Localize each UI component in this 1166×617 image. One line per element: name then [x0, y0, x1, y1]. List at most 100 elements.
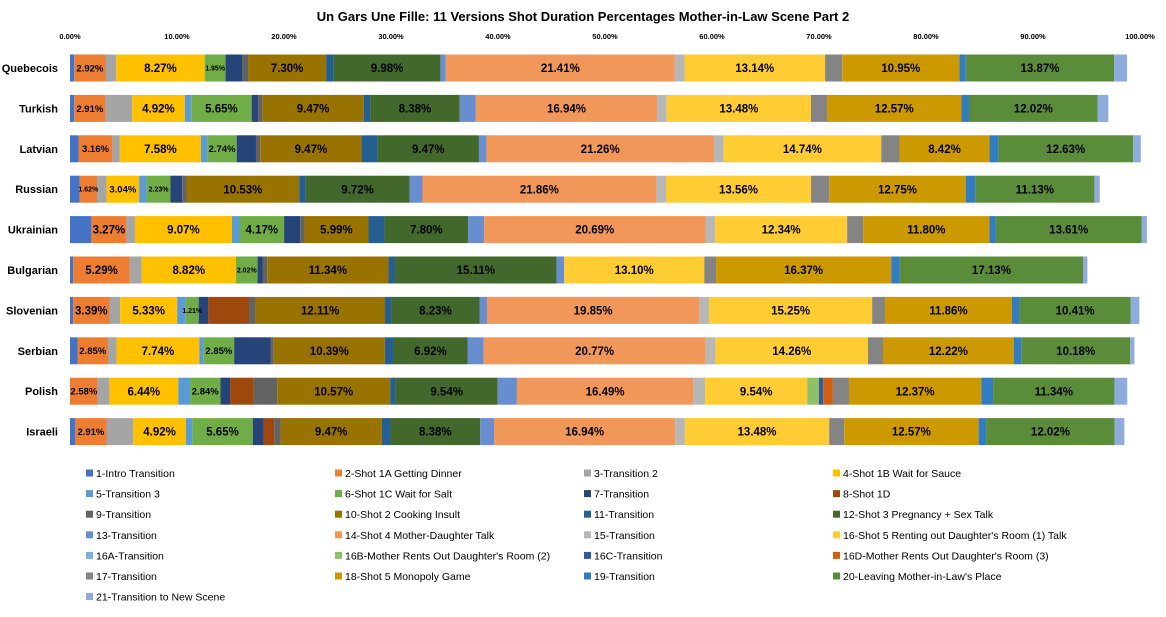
bar-segment — [998, 135, 1134, 163]
bar-segment — [126, 216, 135, 244]
data-label: 12.75% — [878, 184, 917, 196]
data-label: 4.92% — [143, 427, 176, 439]
bar-segment — [255, 135, 261, 163]
bar-segment — [112, 135, 120, 163]
data-label: 10.57% — [314, 386, 353, 398]
bar-segment — [274, 418, 281, 446]
data-label: 20.69% — [575, 225, 614, 237]
data-label: 2.02% — [237, 268, 258, 275]
bar-segment — [370, 94, 460, 122]
bar-segment — [807, 377, 819, 405]
data-label: 9.98% — [371, 63, 404, 75]
bar-segment — [184, 94, 192, 122]
data-label: 9.72% — [341, 184, 374, 196]
bar-segment — [70, 135, 79, 163]
legend-swatch — [86, 551, 93, 559]
legend-item: 16-Shot 5 Renting out Daughter's Room (1… — [833, 530, 1067, 542]
bar-segment — [1114, 418, 1125, 446]
bar-segment — [235, 256, 258, 284]
bar-segment — [185, 418, 193, 446]
bar-segment — [70, 337, 78, 365]
bar-segment — [832, 377, 849, 405]
bar-segment — [333, 54, 441, 82]
bar-segment — [200, 135, 208, 163]
data-label: 14.74% — [783, 144, 822, 156]
bar-segment — [827, 94, 962, 122]
bar-segment — [705, 216, 716, 244]
bar-segment — [422, 175, 657, 203]
bar-segment — [326, 54, 334, 82]
bar-segment — [74, 54, 106, 82]
x-tick-label: 70.00% — [806, 32, 832, 41]
data-label: 13.48% — [738, 427, 777, 439]
legend-swatch — [833, 531, 840, 539]
y-tick-label: Russian — [15, 184, 58, 196]
bar-segment — [300, 216, 305, 244]
legend-label: 8-Shot 1D — [843, 489, 891, 501]
bar-segment — [177, 296, 186, 324]
bar-segment — [199, 337, 204, 365]
bar-segment — [252, 418, 264, 446]
x-tick-label: 10.00% — [164, 32, 190, 41]
data-label: 16.49% — [586, 386, 625, 398]
data-label: 11.13% — [1016, 184, 1054, 196]
data-label: 2.23% — [149, 187, 170, 194]
bar-segment — [234, 337, 271, 365]
bar-segment — [684, 54, 826, 82]
data-label: 10.95% — [881, 63, 920, 75]
legend-item: 1-Intro Transition — [86, 468, 175, 480]
legend-item: 18-Shot 5 Monopoly Game — [335, 571, 471, 583]
bar-segment — [388, 256, 395, 284]
legend-swatch — [335, 551, 342, 559]
data-label: 10.18% — [1056, 346, 1095, 358]
bar-segment — [239, 216, 285, 244]
data-label: 12.22% — [929, 346, 968, 358]
data-label: 4.17% — [245, 225, 278, 237]
legend-swatch — [584, 510, 591, 518]
bar-segment — [516, 377, 694, 405]
bar-segment — [182, 175, 187, 203]
bar-segment — [305, 175, 410, 203]
bar-segment — [381, 418, 391, 446]
bar-segment — [385, 296, 392, 324]
bar-segment — [825, 54, 843, 82]
bar-segment — [178, 377, 191, 405]
bar-segment — [132, 94, 185, 122]
data-label: 7.58% — [144, 144, 177, 156]
bar-row-turkish: 2.91% 4.92% 5.65% 9.47% 8.38% 16.94% 13.48% 12.… — [70, 94, 1109, 122]
data-label: 2.91% — [76, 104, 103, 115]
legend: 1-Intro Transition 2-Shot 1A Getting Dinn… — [86, 468, 1067, 604]
data-label: 13.10% — [615, 265, 654, 277]
bar-segment — [1141, 216, 1147, 244]
legend-item: 16C-Transition — [584, 550, 663, 562]
legend-item: 14-Shot 4 Mother-Daughter Talk — [335, 530, 495, 542]
data-label: 7.80% — [410, 225, 443, 237]
data-label: 5.99% — [320, 225, 353, 237]
bar-segment — [91, 216, 127, 244]
data-label: 13.56% — [719, 184, 758, 196]
legend-swatch — [833, 572, 840, 580]
data-label: 8.82% — [172, 265, 205, 277]
bar-segment — [693, 377, 706, 405]
data-label: 6.92% — [414, 346, 447, 358]
data-label: 3.04% — [109, 185, 136, 196]
bar-segment — [882, 337, 1014, 365]
data-label: 10.41% — [1056, 306, 1095, 318]
data-label: 8.42% — [928, 144, 961, 156]
legend-label: 16B-Mother Rents Out Daughter's Room (2) — [345, 550, 550, 562]
legend-item: 20-Leaving Mother-in-Law's Place — [833, 571, 1002, 583]
bar-segment — [390, 377, 396, 405]
legend-item: 17-Transition — [86, 571, 157, 583]
bar-segment — [251, 94, 259, 122]
data-label: 10.39% — [310, 346, 349, 358]
bar-segment — [220, 377, 231, 405]
bar-segment — [363, 94, 371, 122]
bar-segment — [715, 337, 869, 365]
bar-segment — [208, 296, 250, 324]
bar-segment — [192, 418, 253, 446]
legend-item: 15-Transition — [584, 530, 655, 542]
bar-segment — [483, 337, 706, 365]
bar-segment — [191, 94, 252, 122]
bar-segment — [109, 296, 121, 324]
